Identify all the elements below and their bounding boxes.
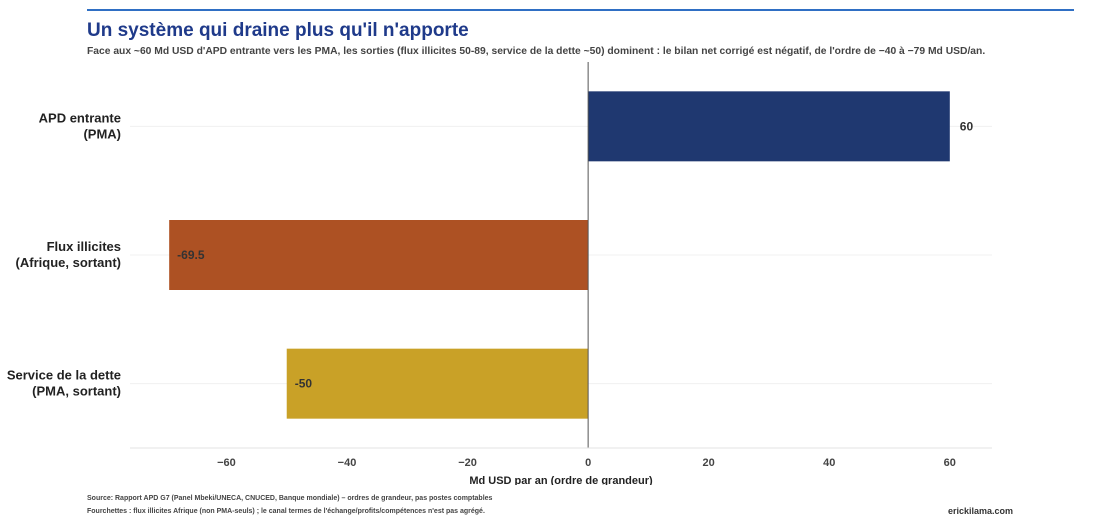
category-label: (PMA) [83,126,121,141]
value-label: 60 [960,119,974,133]
category-label: Flux illicites [47,239,121,254]
range-note: Fourchettes : flux illicites Afrique (no… [87,508,485,515]
x-tick-label: −20 [458,457,477,469]
x-tick-label: 0 [585,457,591,469]
bar-chart: 60 APD entrante(PMA) -69.5 Flux illicites(A… [7,62,992,485]
x-tick-label: −40 [338,457,357,469]
x-tick-label: 20 [703,457,715,469]
category-label: APD entrante [39,110,121,125]
category-label: Service de la dette [7,368,121,383]
top-rule [87,9,1074,11]
bar [286,348,589,419]
category-label: (Afrique, sortant) [16,255,121,270]
category-label: (PMA, sortant) [32,384,121,399]
x-tick-label: 60 [944,457,956,469]
x-tick-label: −60 [217,457,236,469]
bar [588,91,950,162]
value-label: -69.5 [177,248,205,262]
chart-title: Un système qui draine plus qu'il n'appor… [87,20,469,41]
brand-credit: erickilama.com [947,506,1013,516]
x-tick-label: 40 [823,457,835,469]
x-axis-title: Md USD par an (ordre de grandeur) [469,475,653,485]
bar [169,220,589,290]
chart-subtitle: Face aux ~60 Md USD d'APD entrante vers … [87,46,986,57]
value-label: -50 [295,377,313,391]
source-note: Source: Rapport APD G7 (Panel Mbeki/UNEC… [87,495,493,502]
